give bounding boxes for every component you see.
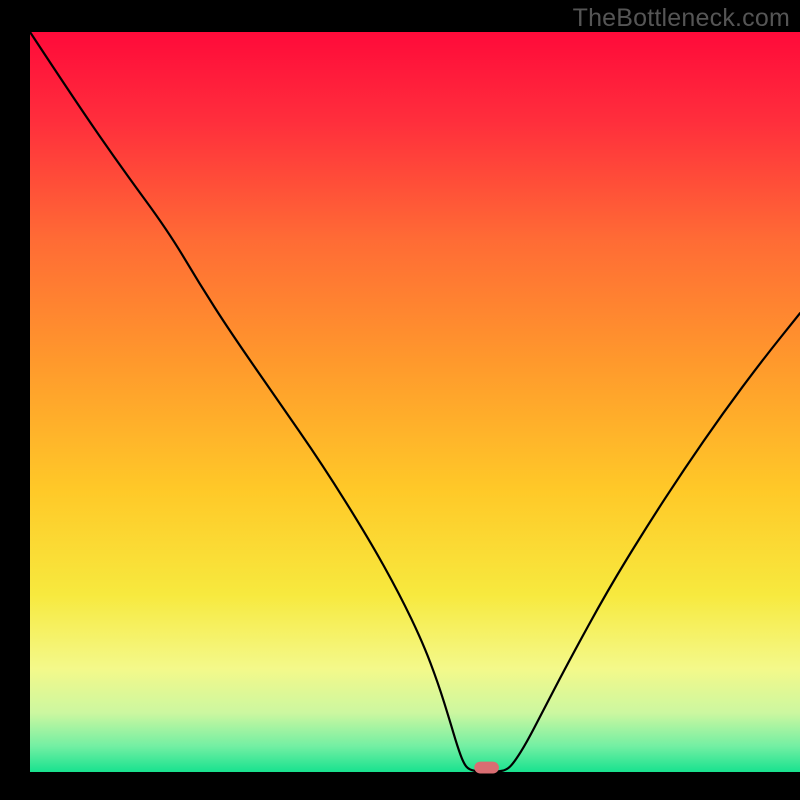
bottleneck-chart	[0, 0, 800, 800]
chart-gradient-bg	[30, 32, 800, 772]
optimal-point-marker	[474, 762, 499, 774]
watermark-text: TheBottleneck.com	[573, 4, 790, 33]
